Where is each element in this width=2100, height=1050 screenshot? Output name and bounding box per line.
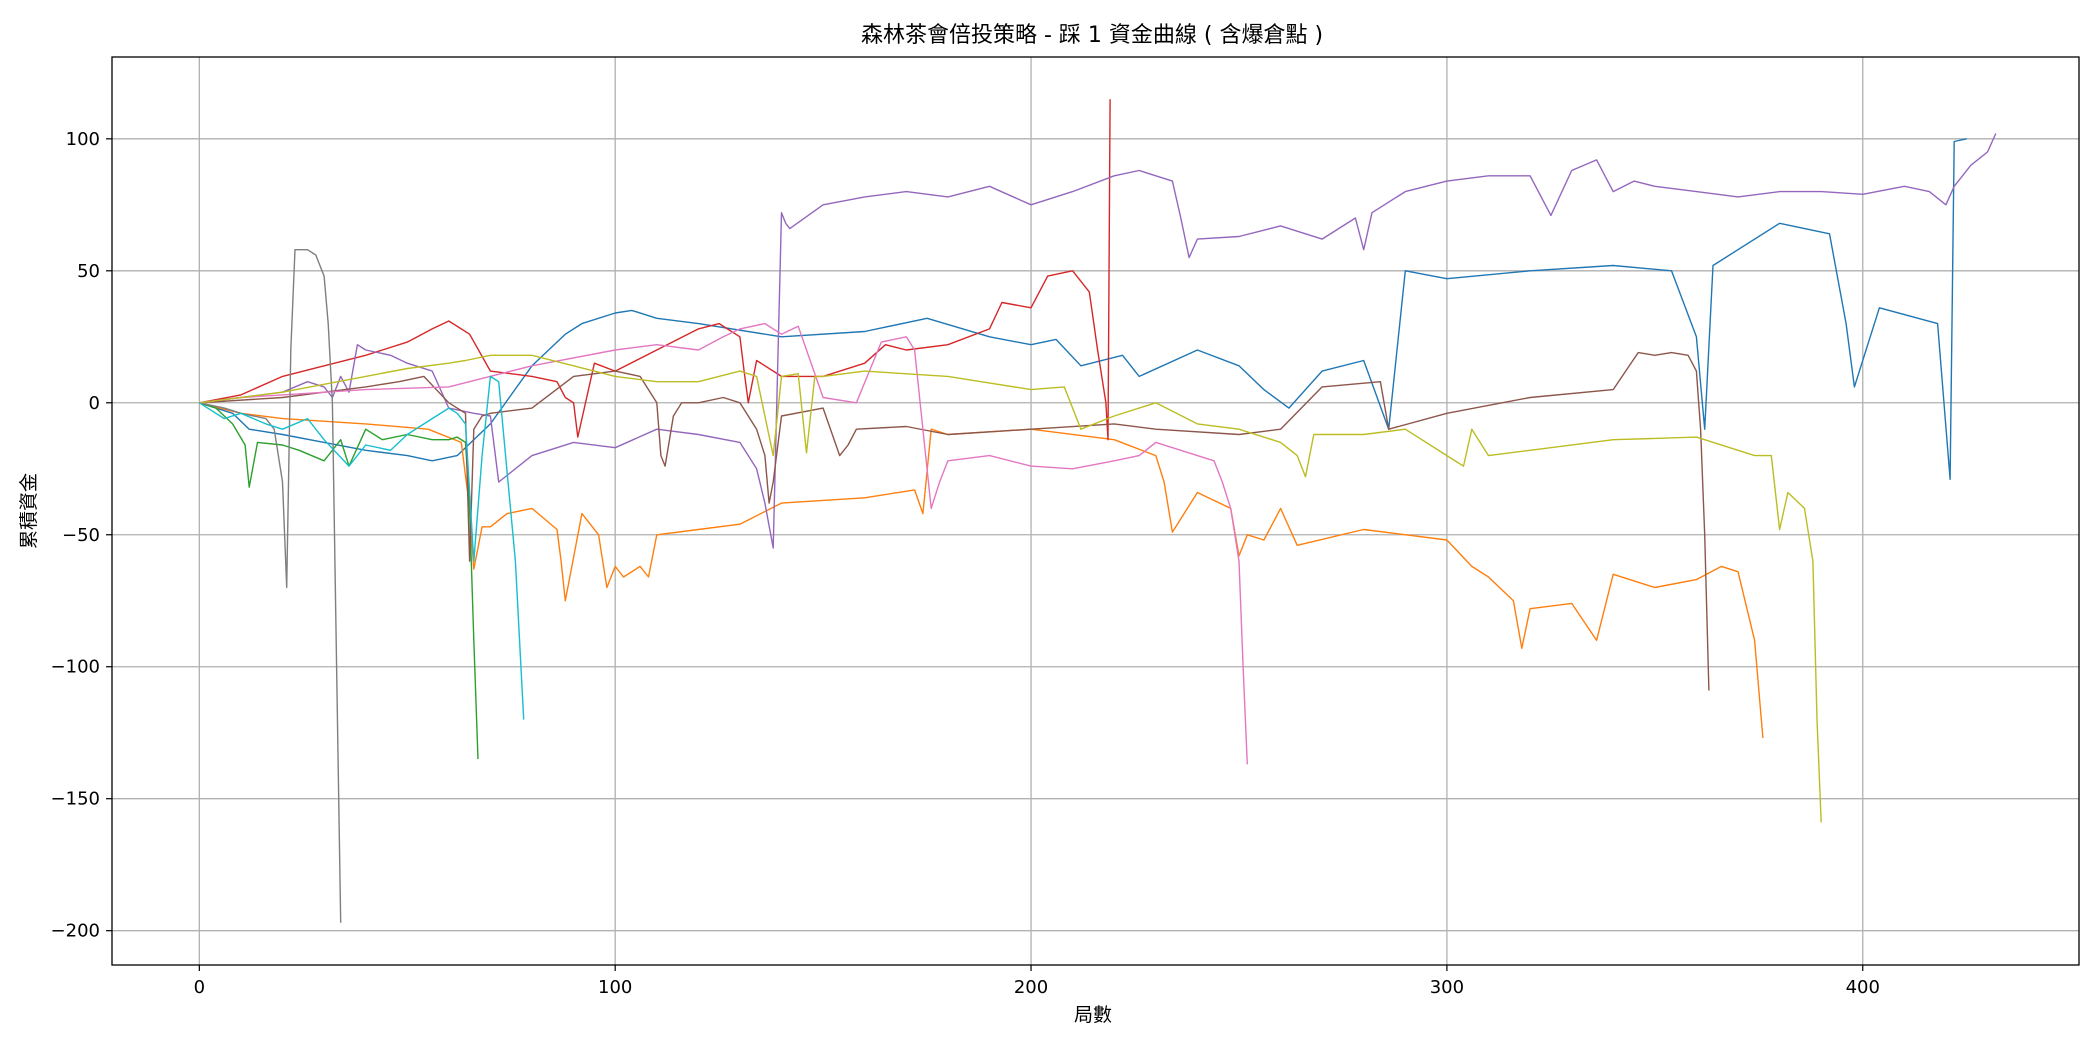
series-layer — [198, 99, 1997, 923]
y-tick-label: −150 — [51, 789, 100, 810]
series-line-4 — [199, 99, 1111, 441]
x-axis-label: 局數 — [1074, 1004, 1112, 1026]
y-tick-label: 50 — [77, 261, 100, 282]
series-line-6 — [199, 351, 1710, 691]
series-line-10 — [198, 375, 525, 720]
x-tick-label: 200 — [1014, 977, 1048, 998]
y-tick-label: −100 — [51, 657, 100, 678]
grid-lines — [112, 57, 2079, 965]
series-line-9 — [199, 354, 1822, 823]
y-tick-label: 0 — [89, 393, 100, 414]
y-tick-label: 100 — [66, 129, 100, 150]
series-line-8 — [199, 248, 342, 923]
y-axis-label: 累積資金 — [18, 473, 40, 549]
y-axis-ticks: −200 −150 −100 −50 0 50 100 — [51, 129, 112, 942]
x-axis-ticks: 0 100 200 300 400 — [194, 965, 1880, 998]
x-tick-label: 0 — [194, 977, 205, 998]
x-tick-label: 400 — [1846, 977, 1880, 998]
series-line-7 — [199, 322, 1248, 765]
x-tick-label: 300 — [1430, 977, 1464, 998]
plot-frame — [111, 56, 2080, 966]
y-tick-label: −200 — [51, 921, 100, 942]
x-tick-label: 100 — [598, 977, 632, 998]
chart-title: 森林茶會倍投策略 - 踩 1 資金曲線 ( 含爆倉點 ) — [861, 23, 1323, 48]
series-line-5 — [199, 133, 1997, 549]
y-tick-label: −50 — [62, 525, 100, 546]
